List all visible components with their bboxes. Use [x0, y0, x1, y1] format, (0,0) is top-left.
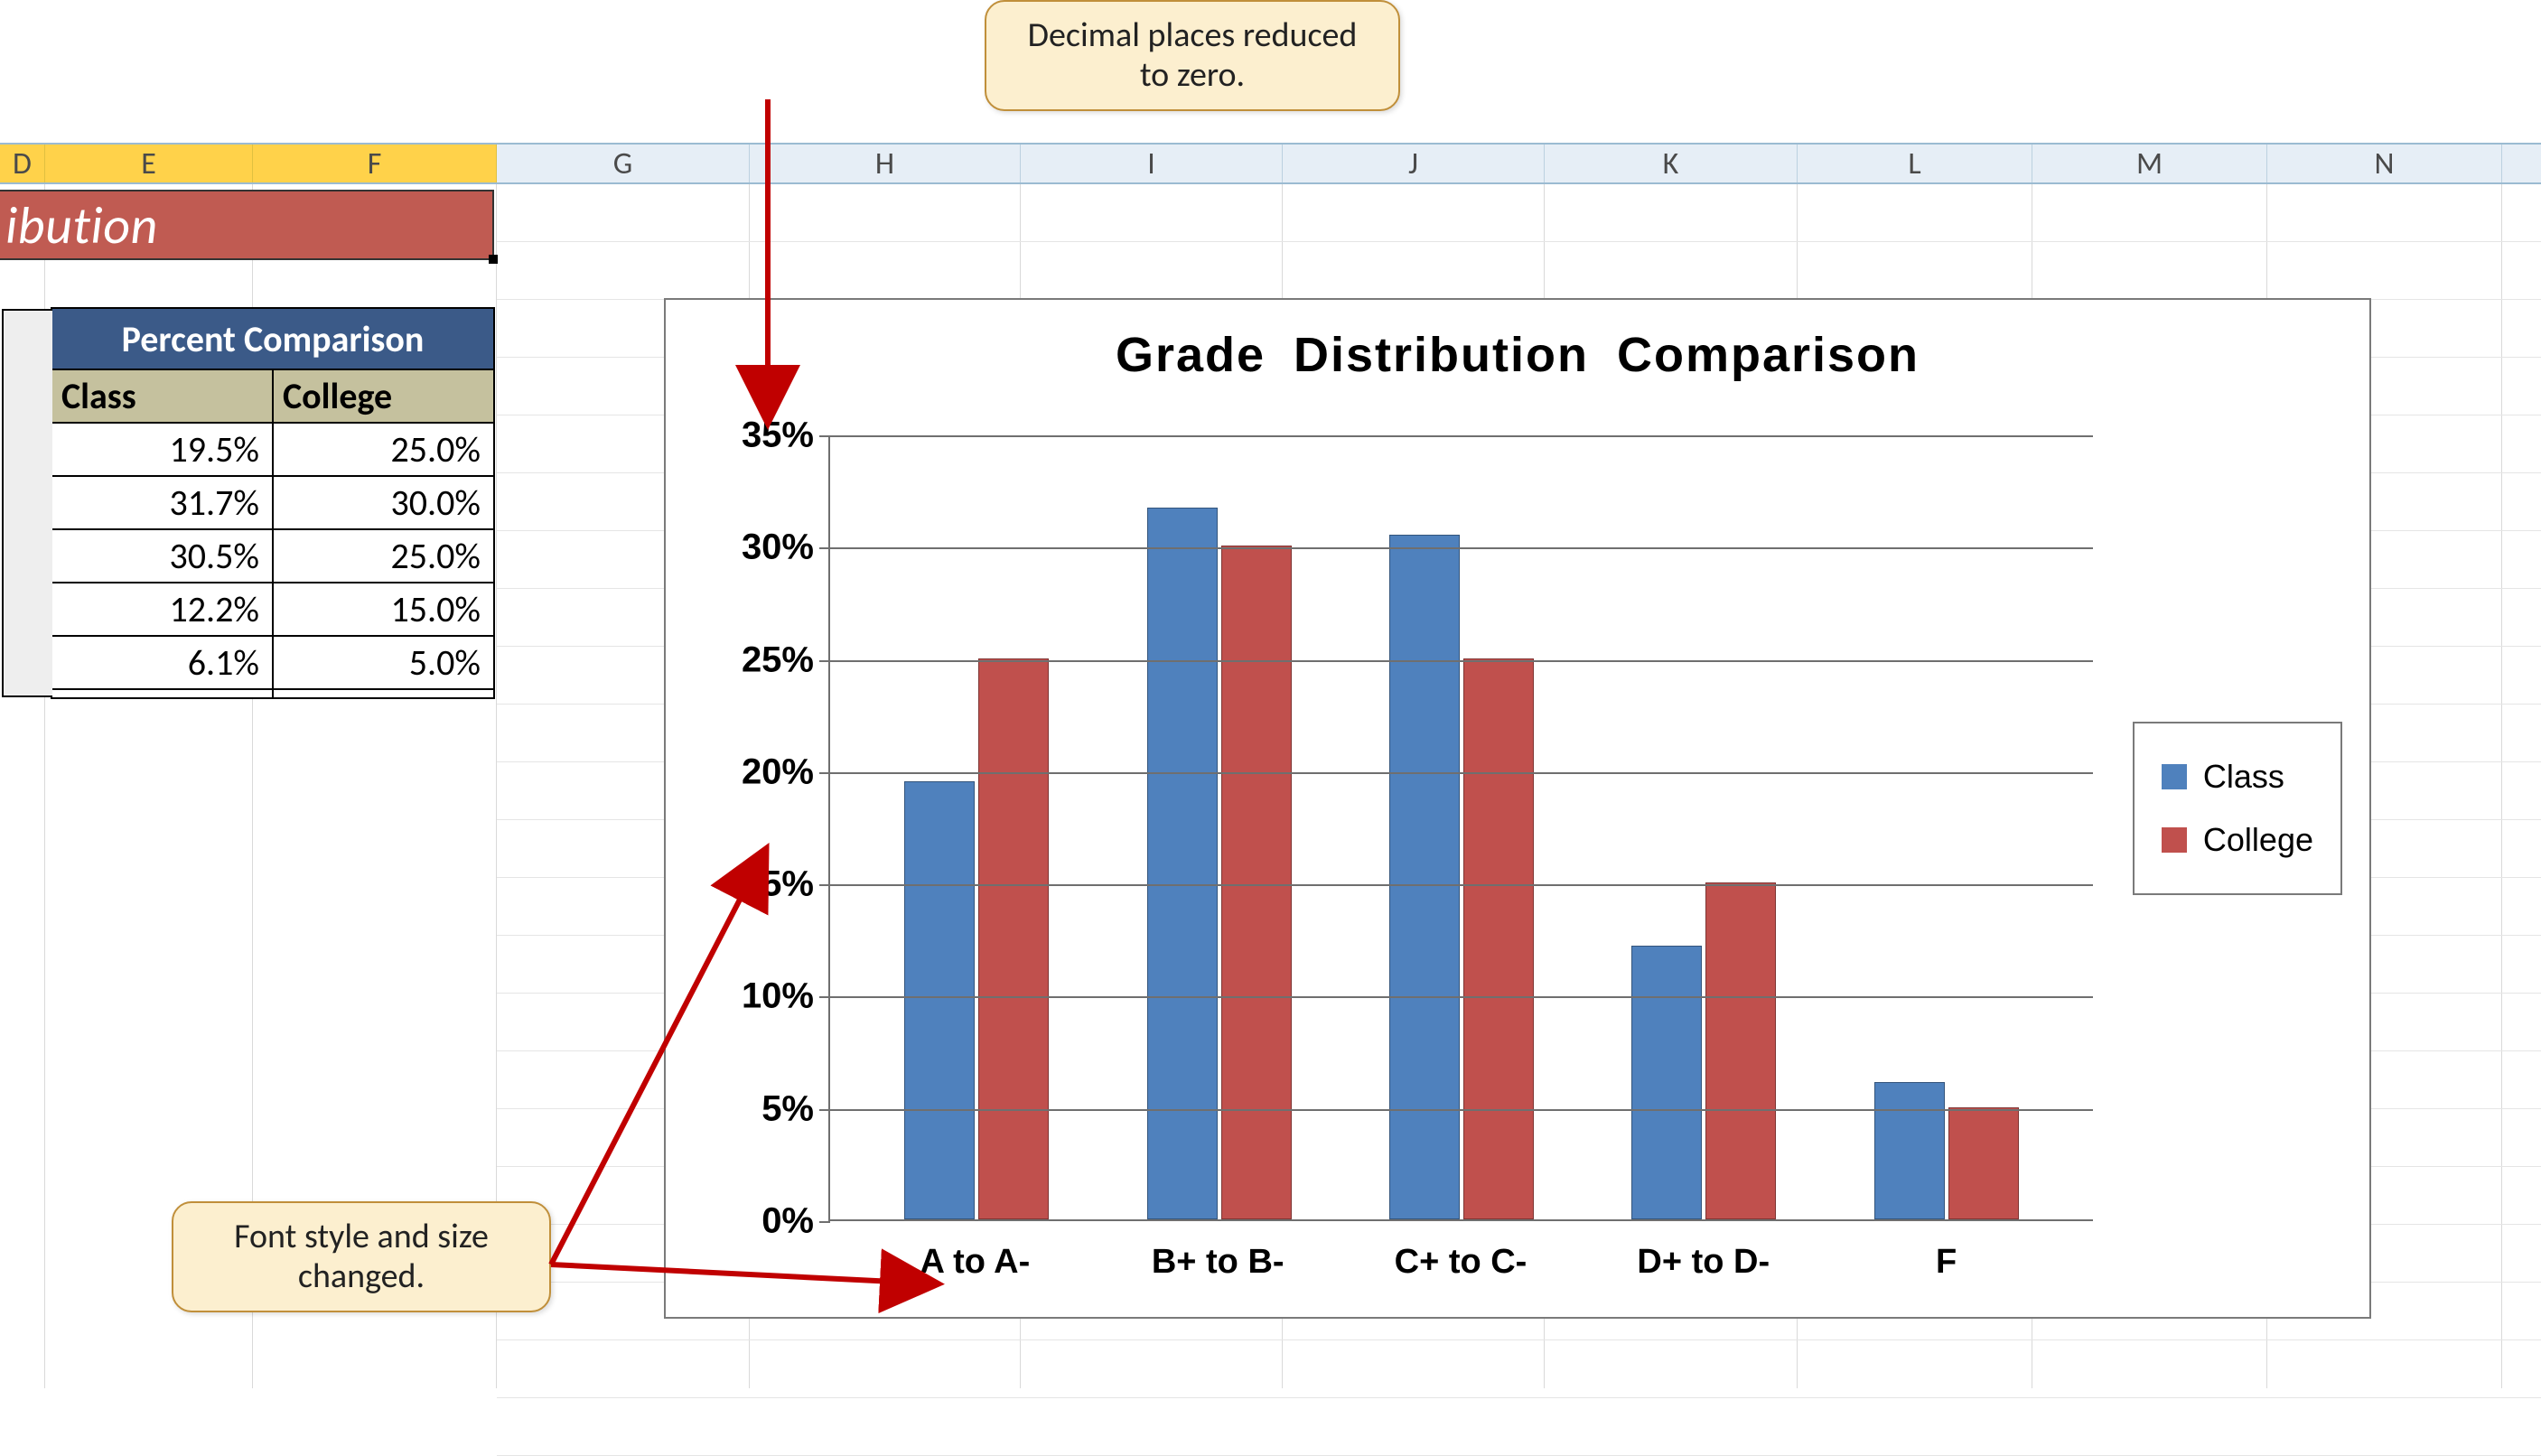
- table-cell[interactable]: [52, 690, 274, 697]
- column-header-J[interactable]: J: [1283, 145, 1545, 182]
- bar-college[interactable]: [1705, 882, 1776, 1219]
- bar-group: [1865, 1082, 2028, 1219]
- x-axis-label: B+ to B-: [1136, 1243, 1299, 1282]
- callout-font-style: Font style and size changed.: [172, 1201, 551, 1312]
- column-header-E[interactable]: E: [45, 145, 253, 182]
- canvas: DEFGHIJKLMNOP ibution Percent Comparison…: [0, 0, 2541, 1388]
- x-axis-label: C+ to C-: [1379, 1243, 1542, 1282]
- bar-class[interactable]: [904, 781, 975, 1219]
- table-cell[interactable]: 12.2%: [52, 583, 274, 635]
- table-cell[interactable]: 6.1%: [52, 637, 274, 688]
- table-body: 19.5%25.0%31.7%30.0%30.5%25.0%12.2%15.0%…: [52, 424, 493, 697]
- column-header-row: DEFGHIJKLMNOP: [0, 143, 2541, 184]
- y-axis-label: 25%: [687, 639, 814, 680]
- bar-class[interactable]: [1147, 508, 1218, 1219]
- y-axis-label: 10%: [687, 976, 814, 1017]
- table-cell[interactable]: 5.0%: [274, 637, 493, 688]
- y-axis-label: 15%: [687, 864, 814, 905]
- subheader-class: Class: [52, 370, 274, 422]
- subheader-college: College: [274, 370, 493, 422]
- table-subheader-row: Class College: [52, 370, 493, 424]
- y-axis-label: 20%: [687, 751, 814, 792]
- table-row[interactable]: 12.2%15.0%: [52, 583, 493, 637]
- column-header-O[interactable]: O: [2502, 145, 2541, 182]
- legend-label-class: Class: [2203, 758, 2284, 796]
- y-axis-label: 30%: [687, 527, 814, 568]
- bar-group: [1138, 508, 1301, 1219]
- column-header-F[interactable]: F: [253, 145, 497, 182]
- bar-class[interactable]: [1631, 946, 1702, 1219]
- bar-college[interactable]: [1221, 546, 1292, 1219]
- bar-college[interactable]: [1463, 658, 1534, 1219]
- column-header-K[interactable]: K: [1545, 145, 1798, 182]
- legend-item-class: Class: [2162, 745, 2313, 808]
- chart-title: Grade Distribution Comparison: [666, 300, 2369, 392]
- table-row[interactable]: 19.5%25.0%: [52, 424, 493, 477]
- column-header-M[interactable]: M: [2032, 145, 2267, 182]
- merged-title-cell[interactable]: ibution: [0, 190, 494, 260]
- legend-label-college: College: [2203, 821, 2313, 859]
- bar-college[interactable]: [978, 658, 1049, 1219]
- table-row[interactable]: 31.7%30.0%: [52, 477, 493, 530]
- legend-swatch-college: [2162, 827, 2187, 853]
- chart-x-axis-labels: A to A- B+ to B- C+ to C- D+ to D- F: [828, 1228, 2093, 1282]
- table-row[interactable]: 30.5%25.0%: [52, 530, 493, 583]
- bar-class[interactable]: [1874, 1082, 1945, 1219]
- x-axis-label: F: [1865, 1243, 2028, 1282]
- title-fragment-text: ibution: [5, 193, 158, 257]
- table-cell[interactable]: [274, 690, 493, 697]
- grade-distribution-chart[interactable]: Grade Distribution Comparison 0%5%10%15%…: [664, 298, 2371, 1319]
- y-axis-label: 0%: [687, 1201, 814, 1242]
- table-cell[interactable]: 25.0%: [274, 530, 493, 582]
- column-header-N[interactable]: N: [2267, 145, 2502, 182]
- table-header-text: Percent Comparison: [122, 317, 425, 361]
- table-cell[interactable]: 25.0%: [274, 424, 493, 475]
- bar-group: [1622, 882, 1785, 1219]
- chart-plot-area: 0%5%10%15%20%25%30%35%: [828, 435, 2093, 1221]
- callout-text-top: Decimal places reduced to zero.: [1028, 14, 1358, 96]
- x-axis-label: D+ to D-: [1622, 1243, 1785, 1282]
- bar-group: [895, 658, 1058, 1219]
- table-cell[interactable]: 30.5%: [52, 530, 274, 582]
- callout-decimal-places: Decimal places reduced to zero.: [985, 0, 1400, 111]
- table-cell[interactable]: 30.0%: [274, 477, 493, 528]
- table-header: Percent Comparison: [52, 309, 493, 370]
- table-cell[interactable]: 15.0%: [274, 583, 493, 635]
- table-cell[interactable]: 31.7%: [52, 477, 274, 528]
- y-axis-label: 5%: [687, 1088, 814, 1129]
- column-header-L[interactable]: L: [1798, 145, 2032, 182]
- chart-bars: [830, 435, 2093, 1219]
- chart-legend: Class College: [2133, 722, 2342, 895]
- table-row[interactable]: [52, 690, 493, 697]
- x-axis-label: A to A-: [893, 1243, 1056, 1282]
- y-axis-label: 35%: [687, 415, 814, 456]
- bar-group: [1380, 535, 1543, 1219]
- legend-swatch-class: [2162, 764, 2187, 789]
- table-cell[interactable]: 19.5%: [52, 424, 274, 475]
- bar-college[interactable]: [1948, 1107, 2019, 1219]
- column-header-G[interactable]: G: [497, 145, 750, 182]
- column-header-D[interactable]: D: [0, 145, 45, 182]
- table-left-border-cell: [2, 309, 52, 697]
- column-header-I[interactable]: I: [1021, 145, 1283, 182]
- column-header-H[interactable]: H: [750, 145, 1021, 182]
- percent-comparison-table: Percent Comparison Class College 19.5%25…: [51, 307, 495, 699]
- legend-item-college: College: [2162, 808, 2313, 872]
- callout-text-bottom: Font style and size changed.: [234, 1216, 489, 1297]
- bar-class[interactable]: [1389, 535, 1460, 1219]
- table-row[interactable]: 6.1%5.0%: [52, 637, 493, 690]
- selection-handle[interactable]: [489, 255, 498, 264]
